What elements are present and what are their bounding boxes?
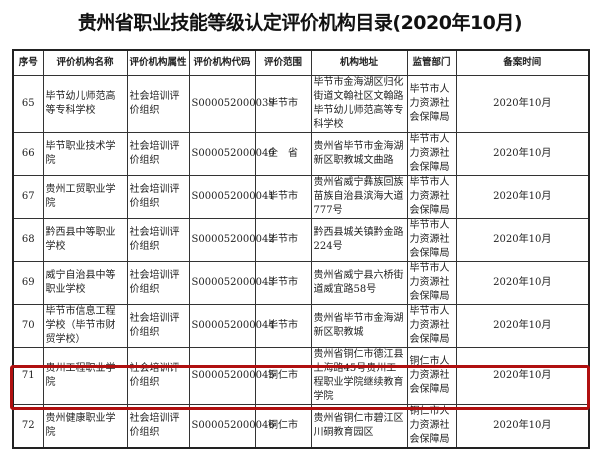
institution-table: 序号 评价机构名称 评价机构属性 评价机构代码 评价范围 机构地址 监管部门 备案时间 65 毕… — [12, 49, 590, 449]
table-row: 67 贵州工贸职业学院 社会培训评价组织 S000052000041 毕节市 贵州省威宁彝… — [12, 174, 590, 219]
cell-code: S000052000044 — [188, 303, 275, 348]
cell-type: 社会培训评价组织 — [126, 403, 190, 448]
cell-code: S000052000040 — [188, 131, 275, 176]
header-col-code: 评价机构代码 — [188, 49, 256, 76]
cell-type: 社会培训评价组织 — [126, 260, 190, 305]
cell-date: 2020年10月 — [455, 303, 590, 348]
cell-authority: 毕节市人力资源社会保障局 — [406, 260, 457, 305]
cell-name: 贵州工贸职业学院 — [42, 174, 128, 219]
header-col-authority: 监管部门 — [406, 49, 457, 76]
cell-address: 黔西县城关镇黔金路224号 — [310, 217, 408, 262]
cell-type: 社会培训评价组织 — [126, 131, 190, 176]
header-col-scope: 评价范围 — [254, 49, 312, 76]
cell-index: 69 — [12, 260, 44, 305]
cell-name: 毕节职业技术学院 — [42, 131, 128, 176]
cell-index: 71 — [12, 346, 44, 405]
cell-name: 贵州健康职业学院 — [42, 403, 128, 448]
cell-code: S000052000046 — [188, 403, 275, 448]
header-col-index: 序号 — [12, 49, 44, 76]
page-title: 贵州省职业技能等级认定评价机构目录(2020年10月) — [77, 12, 523, 34]
cell-index: 65 — [12, 74, 44, 133]
cell-authority: 毕节市人力资源社会保障局 — [406, 303, 457, 348]
table-row: 71 贵州工程职业学院 社会培训评价组织 S000052000045 铜仁市 贵州省铜仁市… — [12, 346, 590, 405]
cell-index: 67 — [12, 174, 44, 219]
cell-date: 2020年10月 — [455, 403, 590, 448]
cell-type: 社会培训评价组织 — [126, 303, 190, 348]
header-col-date: 备案时间 — [455, 49, 590, 76]
cell-authority: 铜仁市人力资源社会保障局 — [406, 346, 457, 405]
cell-index: 72 — [12, 403, 44, 448]
cell-code: S000052000043 — [188, 260, 275, 305]
cell-address: 贵州省威宁县六桥街道威宜路58号 — [310, 260, 408, 305]
cell-authority: 毕节市人力资源社会保障局 — [406, 174, 457, 219]
cell-address: 贵州省铜仁市碧江区川硐教育园区 — [310, 403, 408, 448]
cell-name: 贵州工程职业学院 — [42, 346, 128, 405]
cell-index: 70 — [12, 303, 44, 348]
header-col-type: 评价机构属性 — [126, 49, 190, 76]
cell-address: 贵州省毕节市金海湖新区职教城文曲路 — [310, 131, 408, 176]
cell-type: 社会培训评价组织 — [126, 174, 190, 219]
cell-type: 社会培训评价组织 — [126, 346, 190, 405]
table-row: 65 毕节幼儿师范高等专科学校 社会培训评价组织 S000052000039 毕节市 毕节… — [12, 74, 590, 133]
table-header-row: 序号 评价机构名称 评价机构属性 评价机构代码 评价范围 机构地址 监管部门 备案时间 — [12, 49, 590, 76]
table-row: 69 威宁自治县中等职业学校 社会培训评价组织 S000052000043 毕节市 贵州省… — [12, 260, 590, 305]
table-row: 66 毕节职业技术学院 社会培训评价组织 S000052000040 全 省贵州省毕节市… — [12, 131, 590, 176]
cell-type: 社会培训评价组织 — [126, 74, 190, 133]
table-row: 72 贵州健康职业学院 社会培训评价组织 S000052000046 铜仁市 贵州省铜仁市… — [12, 403, 590, 448]
cell-code: S000052000039 — [188, 74, 275, 133]
cell-date: 2020年10月 — [455, 346, 590, 405]
cell-authority: 毕节市人力资源社会保障局 — [406, 74, 457, 133]
header-col-address: 机构地址 — [310, 49, 408, 76]
cell-date: 2020年10月 — [455, 174, 590, 219]
cell-code: S000052000045 — [188, 346, 275, 405]
cell-authority: 铜仁市人力资源社会保障局 — [406, 403, 457, 448]
cell-index: 66 — [12, 131, 44, 176]
cell-address: 贵州省毕节市金海湖新区职教城 — [310, 303, 408, 348]
cell-authority: 毕节市人力资源社会保障局 — [406, 131, 457, 176]
cell-type: 社会培训评价组织 — [126, 217, 190, 262]
cell-date: 2020年10月 — [455, 217, 590, 262]
cell-scope: 毕节市 — [254, 303, 312, 348]
cell-date: 2020年10月 — [455, 131, 590, 176]
cell-code: S000052000042 — [188, 217, 275, 262]
cell-address: 贵州省威宁彝族回族苗族自治县滨海大道777号 — [310, 174, 408, 219]
cell-address: 毕节市金海湖区归化街道文翰社区文翰路毕节幼儿师范高等专科学校 — [310, 74, 408, 133]
cell-scope: 毕节市 — [254, 260, 312, 305]
cell-name: 毕节幼儿师范高等专科学校 — [42, 74, 128, 133]
cell-authority: 毕节市人力资源社会保障局 — [406, 217, 457, 262]
cell-name: 威宁自治县中等职业学校 — [42, 260, 128, 305]
table-row: 68 黔西县中等职业学校 社会培训评价组织 S000052000042 毕节市 黔西县城关… — [12, 217, 590, 262]
cell-name: 黔西县中等职业学校 — [42, 217, 128, 262]
cell-address: 贵州省铜仁市德江县上海路45号贵州工程职业学院继续教育学院 — [310, 346, 408, 405]
header-col-name: 评价机构名称 — [42, 49, 128, 76]
table-row: 70 毕节市信息工程学校（毕节市财贸学校） 社会培训评价组织 S00005200004… — [12, 303, 590, 348]
cell-name: 毕节市信息工程学校（毕节市财贸学校） — [42, 303, 128, 348]
cell-scope: 毕节市 — [254, 74, 312, 133]
cell-scope: 铜仁市 — [254, 346, 312, 405]
cell-date: 2020年10月 — [455, 74, 590, 133]
cell-date: 2020年10月 — [455, 260, 590, 305]
cell-index: 68 — [12, 217, 44, 262]
cell-code: S000052000041 — [188, 174, 275, 219]
